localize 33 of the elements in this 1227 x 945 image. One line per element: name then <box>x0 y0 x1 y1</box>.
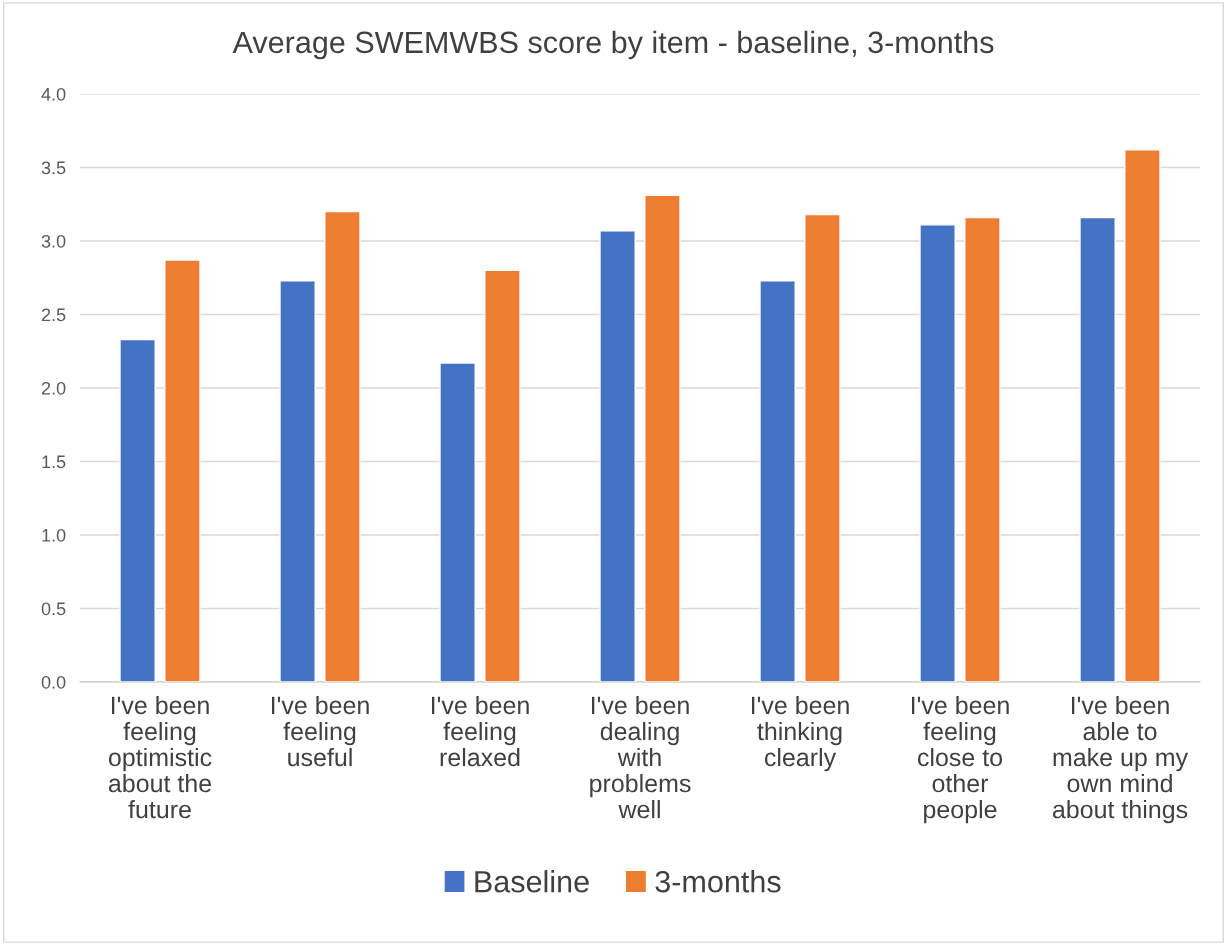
y-tick-label: 1.5 <box>42 455 66 469</box>
bar <box>279 279 316 682</box>
bar <box>484 269 521 682</box>
legend-label: 3-months <box>655 870 781 893</box>
bar <box>964 216 1001 682</box>
y-tick-label: 0.0 <box>41 675 66 689</box>
bar <box>324 210 361 682</box>
bar <box>599 230 636 682</box>
bar <box>1124 149 1161 682</box>
chart-title: Average SWEMWBS score by item - baseline, 3-months <box>232 30 994 60</box>
bar <box>439 362 476 682</box>
y-tick-label: 3.0 <box>41 234 66 248</box>
x-tick-label: I've been thinking clearly <box>751 695 849 772</box>
bar <box>759 279 796 682</box>
x-tick-label: I've been feeling relaxed <box>431 695 529 767</box>
bar <box>919 224 956 682</box>
bar <box>119 338 156 682</box>
y-tick-label: 0.5 <box>41 602 66 616</box>
legend-label: Baseline <box>475 870 589 893</box>
y-tick-label: 1.0 <box>42 528 66 542</box>
y-tick-label: 4.0 <box>41 87 66 101</box>
y-tick-label: 2.0 <box>41 381 66 395</box>
x-tick-label: I've been feeling optimistic about the future <box>108 695 212 819</box>
x-tick-label: I've been able to make up my own mind about things <box>1052 695 1189 824</box>
y-tick-label: 2.5 <box>41 308 66 322</box>
bar <box>804 213 841 682</box>
y-tick-label: 3.5 <box>41 161 66 175</box>
bar <box>644 194 681 682</box>
x-tick-label: I've been feeling useful <box>271 695 369 767</box>
bar <box>1079 216 1116 682</box>
bar <box>164 259 201 682</box>
x-tick-label: I've been dealing with problems well <box>590 695 691 819</box>
x-tick-label: I've been feeling close to other people <box>911 695 1009 824</box>
